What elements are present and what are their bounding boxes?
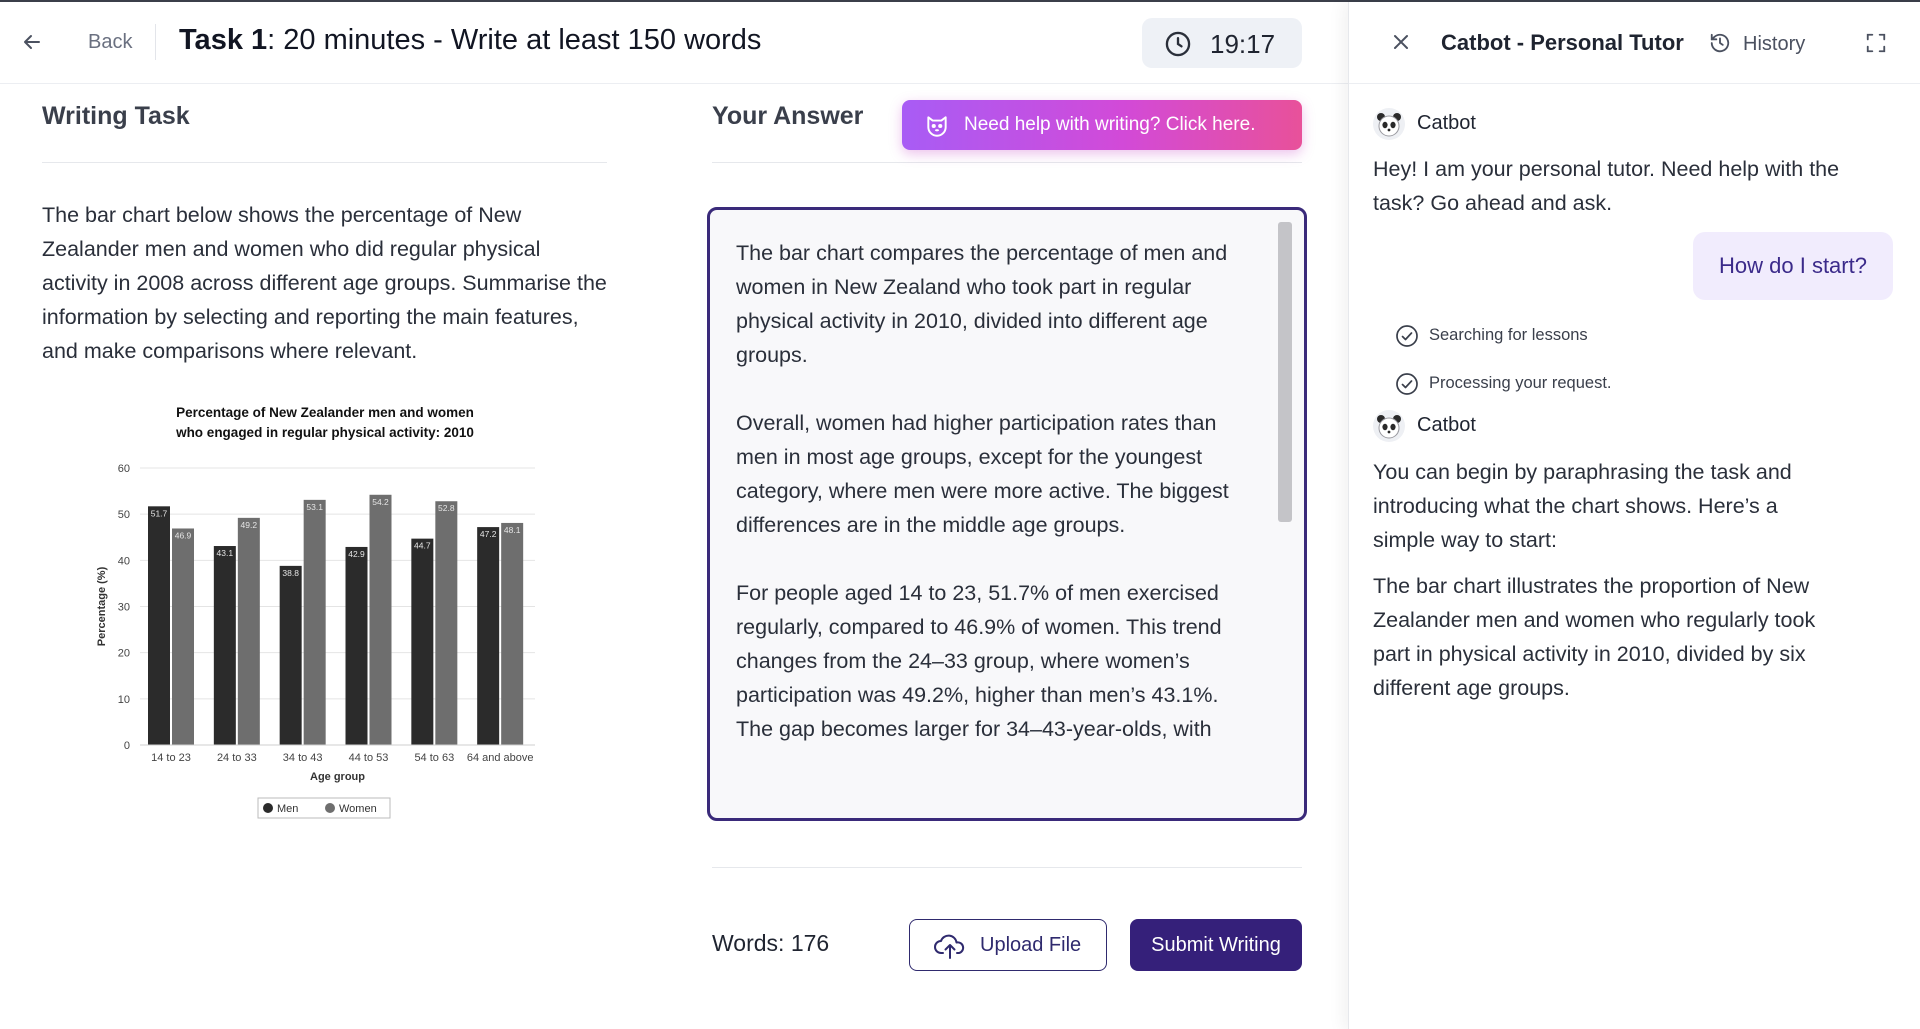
answer-paragraph: The bar chart compares the percentage of… xyxy=(736,241,1228,367)
bot-name: Catbot xyxy=(1417,112,1476,134)
panda-icon xyxy=(1377,113,1401,137)
chart-legend-label: Men xyxy=(277,803,298,815)
chart-y-tick-label: 50 xyxy=(118,509,130,521)
answer-divider-top xyxy=(712,162,1302,163)
chart-x-tick-label: 54 to 63 xyxy=(414,752,454,764)
chart-y-tick-label: 40 xyxy=(118,555,130,567)
chart-data-label: 38.8 xyxy=(282,568,299,578)
bar-chart: Percentage of New Zealander men and wome… xyxy=(96,405,535,819)
chart-bar-women xyxy=(435,501,458,745)
chart-title-line-2: who engaged in regular physical activity… xyxy=(175,425,474,440)
chart-legend-label: Women xyxy=(339,803,377,815)
catbot-avatar xyxy=(1373,108,1405,140)
chart-data-label: 42.9 xyxy=(348,549,365,559)
chart-bar-women xyxy=(237,517,260,745)
panda-icon xyxy=(1377,415,1401,439)
chart-y-axis-label: Percentage (%) xyxy=(96,566,108,646)
chart-bar-men xyxy=(279,565,302,745)
catbot-avatar xyxy=(1373,410,1405,442)
chart-data-label: 43.1 xyxy=(217,548,234,558)
answer-paragraph: For people aged 14 to 23, 51.7% of men e… xyxy=(736,581,1222,741)
chart-y-tick-label: 0 xyxy=(124,740,130,752)
chart-y-tick-label: 20 xyxy=(118,648,130,660)
chart-bar-men xyxy=(411,538,434,745)
user-message: How do I start? xyxy=(1693,232,1893,300)
chart-data-label: 53.1 xyxy=(306,502,323,512)
cloud-upload-icon xyxy=(934,934,965,959)
answer-scrollbar[interactable] xyxy=(1278,222,1292,522)
close-icon[interactable] xyxy=(1391,32,1411,52)
writing-task-heading: Writing Task xyxy=(42,102,190,130)
bot-name: Catbot xyxy=(1417,414,1476,436)
tutor-panel: Catbot - Personal Tutor History Catbot H… xyxy=(1348,2,1920,1029)
answer-text[interactable]: The bar chart compares the percentage of… xyxy=(736,236,1246,780)
chart-data-label: 44.7 xyxy=(414,541,431,551)
chart-y-tick-label: 30 xyxy=(118,602,130,614)
bot-reply-intro: You can begin by paraphrasing the task a… xyxy=(1373,460,1792,552)
answer-divider-bottom xyxy=(712,867,1302,868)
chart-x-tick-label: 64 and above xyxy=(467,752,534,764)
chart-data-label: 52.8 xyxy=(438,503,455,513)
main-area: Back Task 1: 20 minutes - Write at least… xyxy=(0,2,1348,1029)
tutor-header: Catbot - Personal Tutor History xyxy=(1349,2,1920,84)
chart-legend xyxy=(257,797,391,819)
upload-file-button[interactable]: Upload File xyxy=(909,919,1107,971)
chart-x-tick-label: 34 to 43 xyxy=(283,752,323,764)
bot-greeting: Hey! I am your personal tutor. Need help… xyxy=(1373,157,1840,215)
submit-writing-button[interactable]: Submit Writing xyxy=(1130,919,1302,971)
chart-data-label: 54.2 xyxy=(372,497,389,507)
writing-task-divider xyxy=(42,162,607,163)
expand-icon[interactable] xyxy=(1865,32,1887,54)
chart-x-tick-label: 14 to 23 xyxy=(151,752,191,764)
chart-data-label: 49.2 xyxy=(241,520,258,530)
writing-help-label: Need help with writing? Click here. xyxy=(964,114,1256,135)
chart-bar-men xyxy=(148,506,170,745)
upload-file-label: Upload File xyxy=(980,934,1082,956)
bot-reply-example: The bar chart illustrates the proportion… xyxy=(1373,574,1816,700)
chart-bar-men xyxy=(345,546,368,745)
task-title-rest: : 20 minutes - Write at least 150 words xyxy=(267,24,762,56)
chart-data-label: 46.9 xyxy=(175,530,192,540)
writing-help-button[interactable]: Need help with writing? Click here. xyxy=(902,100,1302,150)
task-title-bold: Task 1 xyxy=(179,24,268,56)
chart-bar-women xyxy=(369,494,392,745)
timer: 19:17 xyxy=(1142,18,1302,68)
chart-x-axis-label: Age group xyxy=(310,771,365,783)
status-processing-text: Processing your request. xyxy=(1429,374,1612,392)
cat-icon xyxy=(927,116,947,137)
history-icon[interactable] xyxy=(1709,32,1731,54)
chart-data-label: 51.7 xyxy=(151,508,168,518)
answer-paragraph: Overall, women had higher participation … xyxy=(736,411,1229,537)
chart-data-label: 48.1 xyxy=(504,525,521,535)
tutor-title: Catbot - Personal Tutor xyxy=(1441,30,1684,55)
chart-bar-men xyxy=(477,527,500,745)
chart-title-line-1: Percentage of New Zealander men and wome… xyxy=(176,405,474,420)
check-circle-icon xyxy=(1396,325,1418,347)
chart-bar-women xyxy=(501,522,524,745)
status-searching-text: Searching for lessons xyxy=(1429,326,1588,344)
answer-textarea[interactable]: The bar chart compares the percentage of… xyxy=(707,207,1307,821)
clock-icon xyxy=(1165,31,1191,57)
back-arrow-icon[interactable] xyxy=(20,30,44,54)
word-count: Words: 176 xyxy=(712,930,830,956)
chart-data-label: 47.2 xyxy=(480,529,497,539)
chart-legend-swatch xyxy=(325,803,335,813)
check-circle-icon xyxy=(1396,373,1418,395)
page-title: Task 1: 20 minutes - Write at least 150 … xyxy=(179,24,761,57)
chart-bar-women xyxy=(172,528,194,745)
back-button[interactable]: Back xyxy=(88,31,133,53)
chart-x-tick-label: 44 to 53 xyxy=(349,752,389,764)
timer-text: 19:17 xyxy=(1210,29,1276,59)
your-answer-heading: Your Answer xyxy=(712,102,864,130)
task-prompt: The bar chart below shows the percentage… xyxy=(42,203,607,363)
top-bar: Back Task 1: 20 minutes - Write at least… xyxy=(0,2,1348,84)
top-divider xyxy=(155,24,156,60)
chart-y-tick-label: 10 xyxy=(118,694,130,706)
chart-legend-swatch xyxy=(263,803,273,813)
chart-y-tick-label: 60 xyxy=(118,463,130,475)
history-button[interactable]: History xyxy=(1743,33,1806,55)
chart-bar-women xyxy=(303,499,326,745)
chart-bar-men xyxy=(213,546,236,745)
chart-x-tick-label: 24 to 33 xyxy=(217,752,257,764)
